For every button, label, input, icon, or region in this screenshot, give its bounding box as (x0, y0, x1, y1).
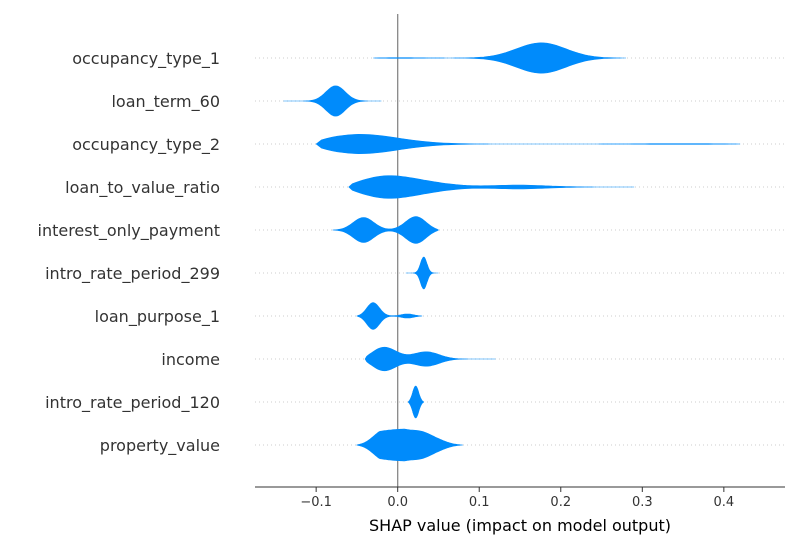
violin-intro_rate_period_299 (405, 256, 439, 290)
x-axis-title: SHAP value (impact on model output) (369, 516, 671, 535)
violin-occupancy_type_1 (373, 42, 626, 74)
x-tick-label: 0.4 (714, 495, 735, 510)
x-tick-label: 0.0 (387, 495, 408, 510)
feature-label: occupancy_type_2 (72, 135, 220, 155)
x-tick-label: 0.2 (550, 495, 571, 510)
feature-label: property_value (100, 436, 220, 456)
violin-interest_only_payment (332, 216, 440, 244)
feature-label: intro_rate_period_120 (45, 393, 220, 413)
violin-loan_to_value_ratio (348, 175, 635, 199)
violin-loan_term_60 (283, 85, 382, 117)
feature-label: loan_term_60 (111, 92, 220, 112)
violin-occupancy_type_2 (315, 133, 741, 155)
x-tick-label: −0.1 (300, 495, 332, 510)
feature-label: interest_only_payment (38, 221, 221, 241)
violin-income (364, 346, 496, 372)
violin-intro_rate_period_120 (407, 385, 425, 419)
violins (283, 42, 741, 462)
violin-loan_purpose_1 (356, 302, 423, 330)
x-tick-label: 0.3 (632, 495, 653, 510)
x-tick-label: 0.1 (469, 495, 490, 510)
feature-label: loan_to_value_ratio (65, 178, 220, 198)
feature-label: income (161, 350, 220, 369)
violin-property_value (355, 428, 463, 462)
feature-label: loan_purpose_1 (95, 307, 220, 327)
feature-label: occupancy_type_1 (72, 49, 220, 69)
feature-labels: occupancy_type_1 loan_term_60 occupancy_ty… (38, 49, 221, 456)
feature-label: intro_rate_period_299 (45, 264, 220, 284)
x-ticks: −0.1 0.0 0.1 0.2 0.3 0.4 (300, 487, 734, 510)
